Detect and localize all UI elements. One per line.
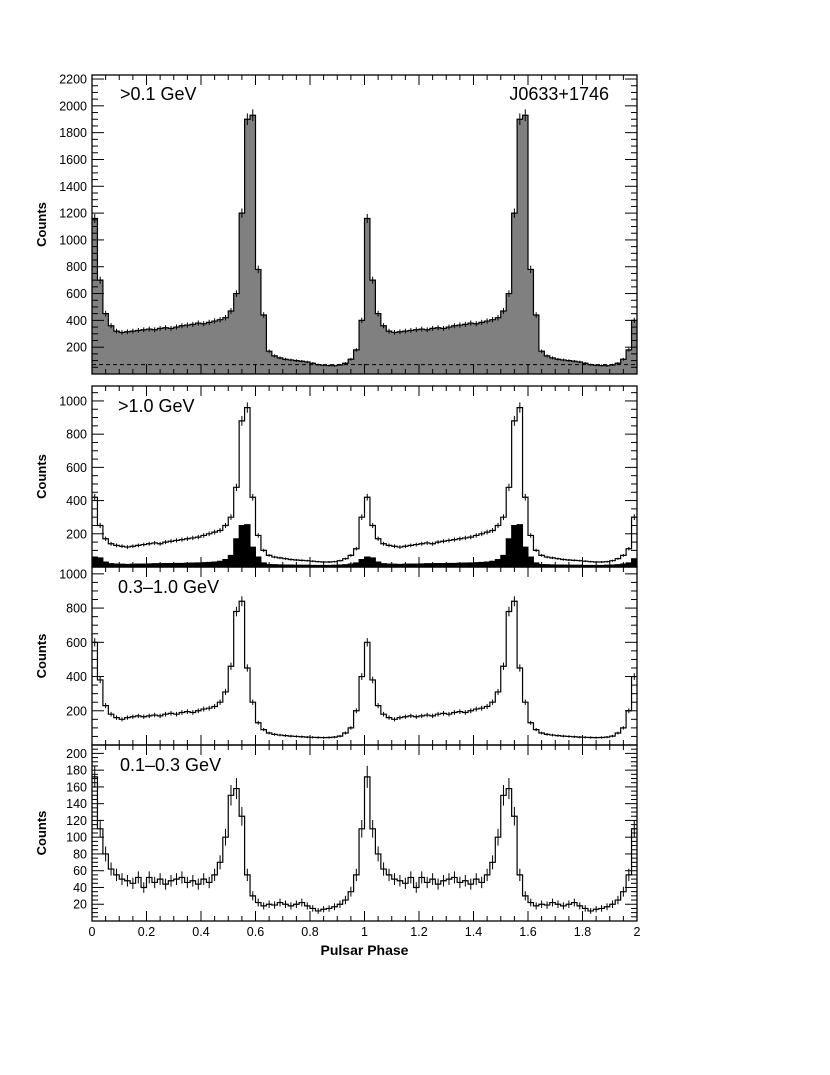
y-tick-label: 800	[66, 602, 87, 616]
y-tick-label: 1400	[59, 180, 87, 194]
panel-4: 20 40 60 80 100 120 140 160 180 200 Counts 0.1–0.3 …	[34, 744, 638, 922]
x-tick-label: 2	[634, 925, 641, 939]
y-axis-title: Counts	[34, 202, 49, 247]
y-tick-label: 60	[73, 864, 87, 878]
y-axis-ticks: 20 40 60 80 100 120 140 160 180 200	[66, 744, 637, 922]
energy-band-label: 0.1–0.3 GeV	[120, 755, 221, 775]
x-tick-label: 1.8	[574, 925, 591, 939]
y-tick-label: 400	[66, 314, 87, 328]
y-axis-title: Counts	[34, 634, 49, 679]
y-tick-label: 160	[66, 780, 87, 794]
y-tick-label: 1600	[59, 153, 87, 167]
y-axis-title: Counts	[34, 454, 49, 499]
y-tick-label: 180	[66, 764, 87, 778]
y-tick-label: 120	[66, 814, 87, 828]
x-tick-label: 0.8	[301, 925, 318, 939]
x-axis-ticks	[91, 75, 638, 374]
series-filled-subset	[91, 524, 638, 568]
y-tick-label: 200	[66, 704, 87, 718]
energy-band-label: 0.3–1.0 GeV	[118, 577, 219, 597]
panel-1: 200 400 600 800 1000 1200 1400 1600 1800 2000 2200…	[34, 73, 638, 375]
x-tick-label: 1.4	[465, 925, 482, 939]
x-tick-label: 1.2	[410, 925, 427, 939]
x-tick-label: 0	[89, 925, 96, 939]
y-tick-label: 100	[66, 831, 87, 845]
series-outline	[92, 114, 637, 367]
y-axis-title: Counts	[34, 811, 49, 856]
y-axis-ticks: 200 400 600 800 1000 1200 1400 1600 1800 2000 2200	[59, 73, 637, 375]
x-tick-label: 1	[361, 925, 368, 939]
y-tick-label: 80	[73, 847, 87, 861]
error-bars	[94, 109, 635, 367]
y-tick-label: 600	[66, 461, 87, 475]
y-axis-ticks: 200 400 600 800 1000	[59, 392, 637, 568]
y-tick-label: 1000	[59, 394, 87, 408]
x-axis-ticks	[91, 386, 638, 567]
y-tick-label: 1800	[59, 126, 87, 140]
panel-3: 200 400 600 800 1000 Counts 0.3–1.0 GeV	[34, 566, 638, 746]
error-bars	[94, 596, 635, 739]
y-tick-label: 1000	[59, 567, 87, 581]
y-tick-label: 40	[73, 881, 87, 895]
series-outline	[92, 776, 637, 912]
y-tick-label: 140	[66, 797, 87, 811]
y-tick-label: 800	[66, 428, 87, 442]
series-outline	[92, 406, 637, 563]
pulsar-name-label: J0633+1746	[509, 84, 609, 104]
y-tick-label: 600	[66, 636, 87, 650]
energy-band-label: >1.0 GeV	[118, 396, 195, 416]
series-outline	[92, 600, 637, 739]
y-tick-label: 200	[66, 527, 87, 541]
y-tick-label: 400	[66, 670, 87, 684]
energy-band-label: >0.1 GeV	[120, 84, 197, 104]
x-tick-labels: 0 0.2 0.4 0.6 0.8 1 1.2 1.4 1.6 1.8 2	[89, 925, 641, 939]
x-tick-label: 0.4	[192, 925, 209, 939]
y-tick-label: 1000	[59, 233, 87, 247]
error-bars	[94, 765, 635, 914]
y-tick-label: 200	[66, 341, 87, 355]
y-tick-label: 200	[66, 747, 87, 761]
y-tick-label: 20	[73, 898, 87, 912]
x-axis-title: Pulsar Phase	[321, 942, 409, 958]
x-tick-label: 0.2	[138, 925, 155, 939]
y-tick-label: 400	[66, 494, 87, 508]
y-tick-label: 2200	[59, 73, 87, 87]
y-tick-label: 2000	[59, 99, 87, 113]
y-tick-label: 600	[66, 287, 87, 301]
error-bars	[94, 402, 635, 563]
x-tick-label: 1.6	[519, 925, 536, 939]
x-tick-label: 0.6	[247, 925, 264, 939]
y-tick-label: 1200	[59, 207, 87, 221]
y-tick-label: 800	[66, 260, 87, 274]
x-axis-ticks	[91, 567, 638, 745]
panel-2: 200 400 600 800 1000 Counts >1.0 GeV	[34, 385, 638, 568]
y-axis-ticks: 200 400 600 800 1000	[59, 567, 637, 746]
x-axis-ticks	[91, 745, 638, 921]
